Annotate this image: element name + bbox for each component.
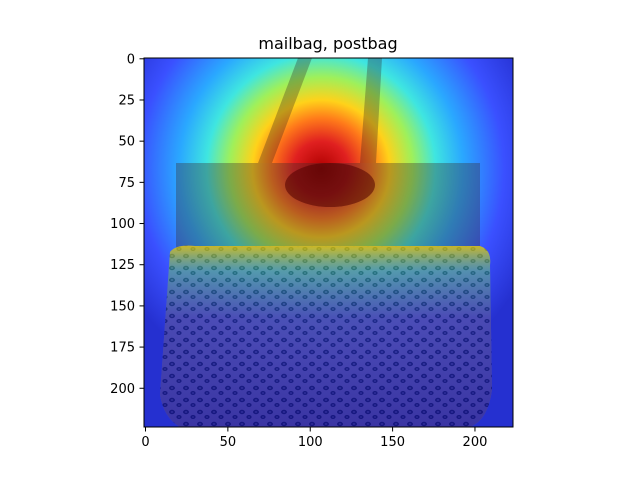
x-axis: 0 50 100 150 200 [141,427,487,450]
x-tick-label: 0 [141,435,149,450]
x-tick-label: 150 [380,435,405,450]
x-tick-label: 200 [463,435,488,450]
y-axis: 0 25 50 75 100 125 150 175 200 [110,52,144,397]
heatmap-image [144,58,513,427]
axes-frame [143,57,514,428]
y-tick-label: 100 [110,217,135,232]
y-tick-label: 175 [110,341,135,356]
y-tick-label: 0 [127,52,135,67]
y-tick-label: 25 [118,93,135,108]
y-tick-label: 75 [118,176,135,191]
x-tick-label: 100 [298,435,323,450]
y-tick-label: 200 [110,382,135,397]
y-tick-label: 50 [118,135,135,150]
y-tick-label: 150 [110,299,135,314]
chart-title: mailbag, postbag [258,34,397,53]
x-tick-label: 50 [220,435,237,450]
y-tick-label: 125 [110,258,135,273]
